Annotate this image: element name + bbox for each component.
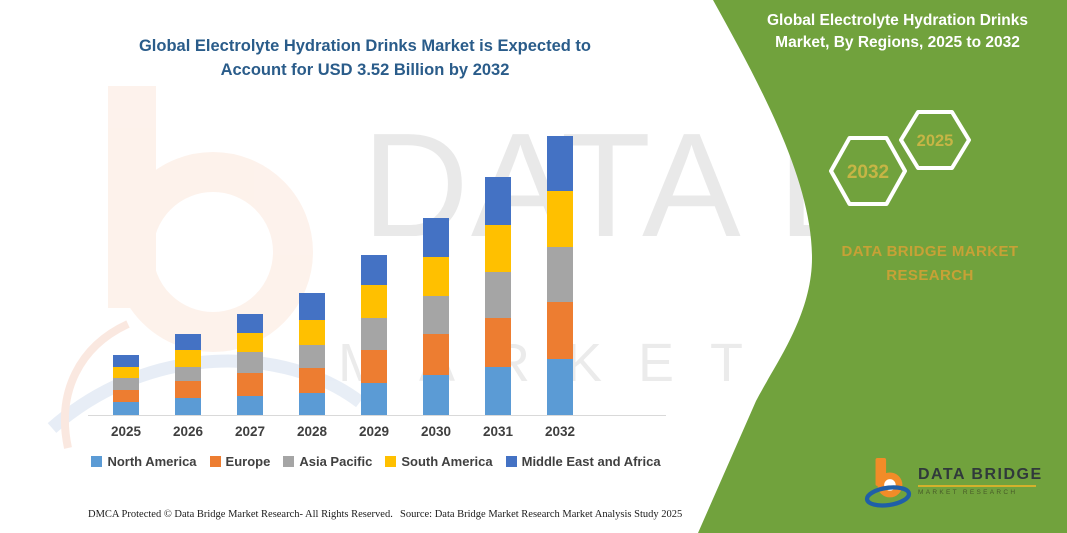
hexagon-2025-icon [899, 110, 971, 170]
dmca-copyright-text: DMCA Protected © Data Bridge Market Rese… [88, 509, 393, 520]
company-logo-underline [918, 485, 1036, 487]
chart-legend: North America Europe Asia Pacific South Ame… [85, 454, 667, 469]
legend-swatch-icon [209, 456, 221, 467]
brand-text-line2: RESEARCH [886, 267, 974, 284]
legend-swatch-icon [505, 456, 517, 467]
legend-item-north-america: North America [91, 454, 197, 469]
legend-label: North America [107, 454, 197, 469]
company-logo-icon [864, 458, 912, 508]
legend-label: Europe [225, 454, 271, 469]
page-title: Global Electrolyte Hydration Drinks Mark… [85, 34, 645, 82]
legend-item-middle-east-and-africa: Middle East and Africa [505, 454, 661, 469]
legend-swatch-icon [385, 456, 397, 467]
legend-swatch-icon [283, 456, 295, 467]
hexagon-badges: 2032 2025 [829, 110, 971, 206]
watermark-swoosh-blue [47, 354, 364, 433]
watermark-b-bowl [113, 152, 313, 352]
hexagon-2032-label: 2032 [847, 162, 889, 183]
legend-item-europe: Europe [209, 454, 271, 469]
hexagon-2032-icon [829, 136, 907, 206]
legend-item-asia-pacific: Asia Pacific [283, 454, 372, 469]
page-title-line1: Global Electrolyte Hydration Drinks Mark… [138, 37, 592, 55]
page-title-line2: Account for USD 3.52 Billion by 2032 [220, 61, 510, 79]
legend-swatch-icon [91, 456, 103, 467]
company-logo-name: DATA BRIDGE [918, 466, 1043, 483]
company-logo-text: DATA BRIDGE MARKET RESEARCH [918, 458, 1043, 496]
brand-text: DATA BRIDGE MARKET RESEARCH [790, 240, 1067, 288]
legend-label: Asia Pacific [299, 454, 373, 469]
side-panel-title: Global Electrolyte Hydration Drinks Mark… [767, 12, 1028, 51]
x-axis-line [88, 415, 666, 416]
legend-item-south-america: South America [385, 454, 493, 469]
brand-text-line1: DATA BRIDGE MARKET [841, 243, 1019, 260]
source-text: Source: Data Bridge Market Research Mark… [400, 509, 683, 520]
hexagon-2025-label: 2025 [917, 132, 954, 150]
legend-label: South America [401, 454, 493, 469]
company-logo-tagline: MARKET RESEARCH [918, 489, 1018, 496]
side-panel-shape [698, 0, 1067, 533]
watermark-b-stem [108, 86, 156, 308]
watermark-swoosh-red [60, 320, 130, 449]
company-logo: DATA BRIDGE MARKET RESEARCH [864, 458, 1043, 508]
legend-label: Middle East and Africa [521, 454, 661, 469]
